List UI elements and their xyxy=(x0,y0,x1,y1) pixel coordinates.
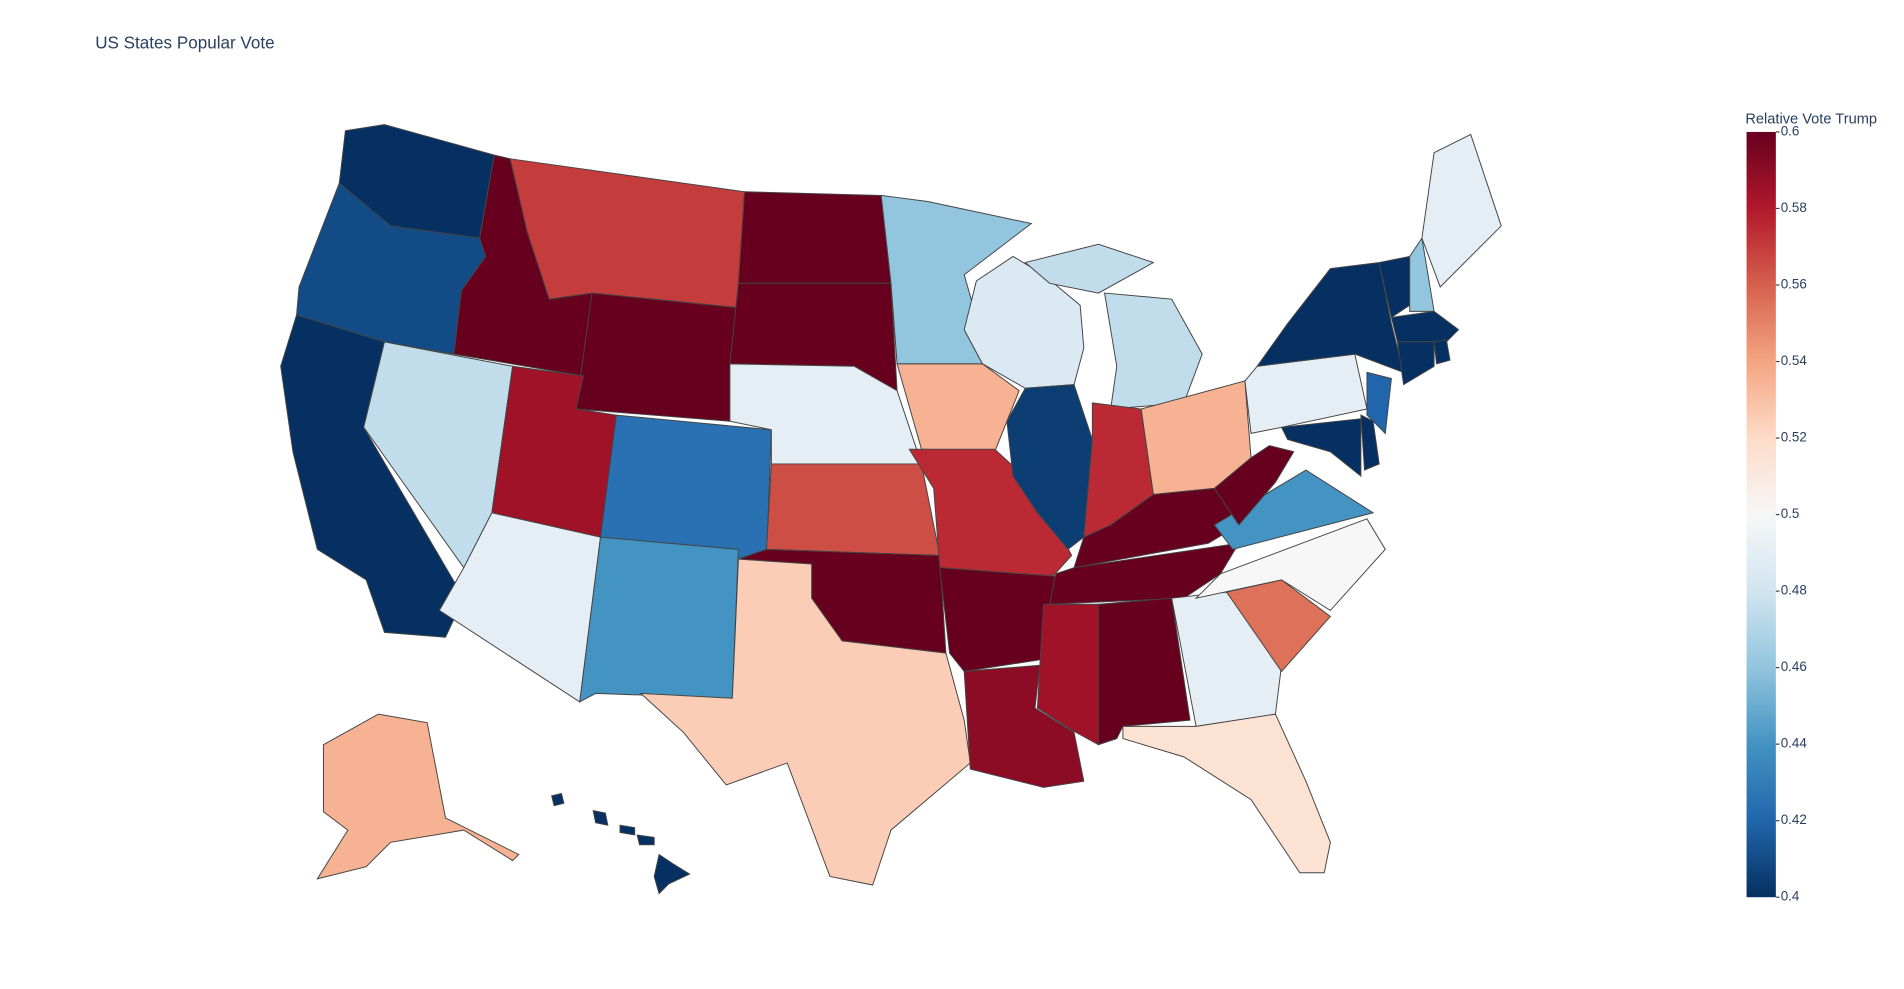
colorbar-tick-label: 0.58 xyxy=(1781,200,1807,215)
state-shape xyxy=(316,713,520,880)
state xyxy=(896,363,1020,453)
state-shape xyxy=(1280,418,1362,478)
state-shape xyxy=(1421,133,1502,288)
state-shape xyxy=(1366,371,1392,435)
state-shape xyxy=(908,448,1073,581)
state-shape xyxy=(438,512,602,703)
state xyxy=(1194,518,1386,612)
state-shape xyxy=(1256,262,1405,374)
chart-title: US States Popular Vote xyxy=(95,34,274,53)
colorbar-tick-label: 0.52 xyxy=(1781,430,1807,445)
state-shape xyxy=(1213,445,1295,526)
colorbar-tick-label: 0.46 xyxy=(1781,659,1807,674)
states xyxy=(280,124,1502,895)
state-shape xyxy=(939,567,1057,672)
state xyxy=(1122,713,1331,874)
state-shape xyxy=(653,853,691,895)
state-shape xyxy=(592,809,609,826)
state xyxy=(575,292,739,422)
state xyxy=(1360,414,1380,471)
state-shape xyxy=(896,363,1020,453)
state xyxy=(1396,341,1435,386)
state xyxy=(579,536,739,703)
state xyxy=(1024,243,1203,410)
colorbar-tick-label: 0.48 xyxy=(1781,583,1807,598)
state-shape xyxy=(1390,310,1460,343)
state xyxy=(939,567,1057,672)
state xyxy=(908,448,1073,581)
state xyxy=(316,713,520,880)
colorbar-tick-label: 0.54 xyxy=(1781,353,1808,368)
state xyxy=(639,558,971,886)
colorbar: 0.4 0.42 0.44 0.46 0.48 0.5 0.52 0.54 0.56 0.58 0.… xyxy=(1746,123,1808,904)
colorbar-tick-label: 0.44 xyxy=(1781,736,1808,751)
colorbar-tick-label: 0.5 xyxy=(1781,506,1800,521)
state-shape xyxy=(1006,384,1093,551)
state-shape xyxy=(1360,414,1380,471)
state-shape xyxy=(619,824,636,836)
state xyxy=(1366,371,1392,435)
state xyxy=(1433,338,1451,365)
state-shape xyxy=(579,536,739,703)
colorbar-tick-label: 0.4 xyxy=(1781,889,1800,904)
colorbar-tick-label: 0.56 xyxy=(1781,277,1807,292)
state xyxy=(1421,133,1502,288)
state xyxy=(551,792,691,895)
state-shape xyxy=(551,792,565,807)
state-shape xyxy=(765,463,941,556)
state-shape xyxy=(1024,243,1155,294)
state xyxy=(737,191,892,284)
state-shape xyxy=(1396,341,1435,386)
state-shape xyxy=(575,292,739,422)
state xyxy=(438,512,602,703)
state xyxy=(1256,262,1405,374)
state xyxy=(1280,418,1362,478)
state-shape xyxy=(509,158,746,309)
state xyxy=(509,158,746,309)
state-shape xyxy=(639,558,971,886)
state xyxy=(1213,469,1375,550)
state xyxy=(1213,445,1295,526)
state-shape xyxy=(636,834,655,846)
colorbar-tick-label: 0.6 xyxy=(1781,123,1800,138)
state-shape xyxy=(1433,338,1451,365)
colorbar-title: Relative Vote Trump xyxy=(1745,112,1877,128)
state xyxy=(1390,310,1460,343)
colorbar-tick-label: 0.42 xyxy=(1781,812,1807,827)
colorbar-fill xyxy=(1746,131,1776,898)
state-shape xyxy=(1194,518,1386,612)
state-shape xyxy=(1213,469,1375,550)
state-shape xyxy=(1103,292,1203,410)
state-shape xyxy=(1122,713,1331,874)
state-shape xyxy=(737,191,892,284)
state xyxy=(1006,384,1093,551)
state xyxy=(765,463,941,556)
